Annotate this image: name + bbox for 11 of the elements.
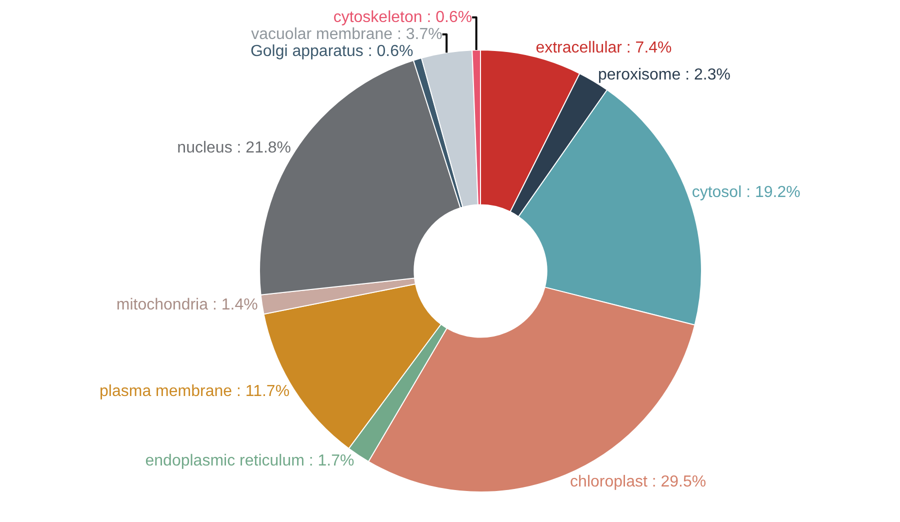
slice-label: chloroplast : 29.5% [570,474,706,491]
slice-label: peroxisome : 2.3% [598,66,730,84]
slice-label: nucleus : 21.8% [177,139,292,156]
slice-label: plasma membrane : 11.7% [100,383,290,400]
slice-label: cytoskeleton : 0.6% [333,8,472,26]
slice-label: cytosol : 19.2% [692,184,800,202]
slice-label: endoplasmic reticulum : 1.7% [145,452,354,470]
slice-label: extracellular : 7.4% [536,39,672,56]
slice-label: vacuolar membrane : 3.7% [251,26,442,43]
slice-label: mitochondria : 1.4% [116,296,258,314]
slice-label: Golgi apparatus : 0.6% [250,42,414,60]
